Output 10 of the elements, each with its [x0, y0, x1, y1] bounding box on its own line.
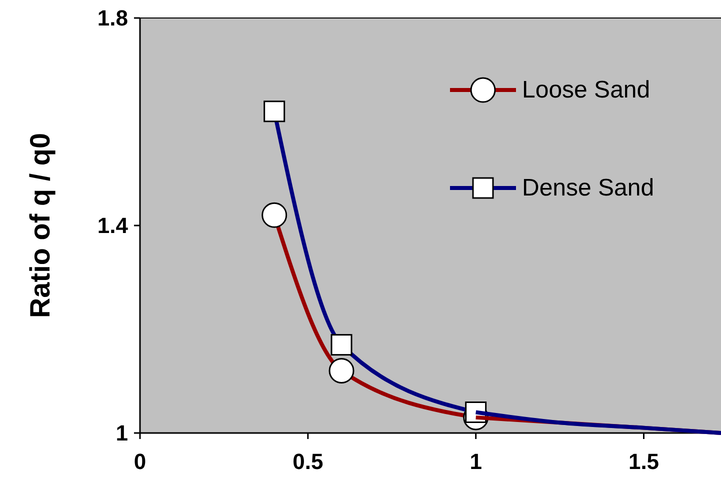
y-axis-title: Ratio of q / q0: [24, 132, 56, 318]
legend-label: Loose Sand: [522, 76, 650, 104]
x-tick-label: 1: [470, 449, 482, 474]
y-tick-label: 1.4: [97, 213, 129, 238]
legend-label: Dense Sand: [522, 174, 654, 202]
y-tick-label: 1: [116, 420, 128, 446]
x-tick-label: 0.5: [292, 449, 324, 474]
x-tick-label: 1.5: [628, 449, 660, 474]
x-tick-label: 0: [134, 449, 146, 474]
y-tick-label: 1.8: [97, 6, 128, 30]
